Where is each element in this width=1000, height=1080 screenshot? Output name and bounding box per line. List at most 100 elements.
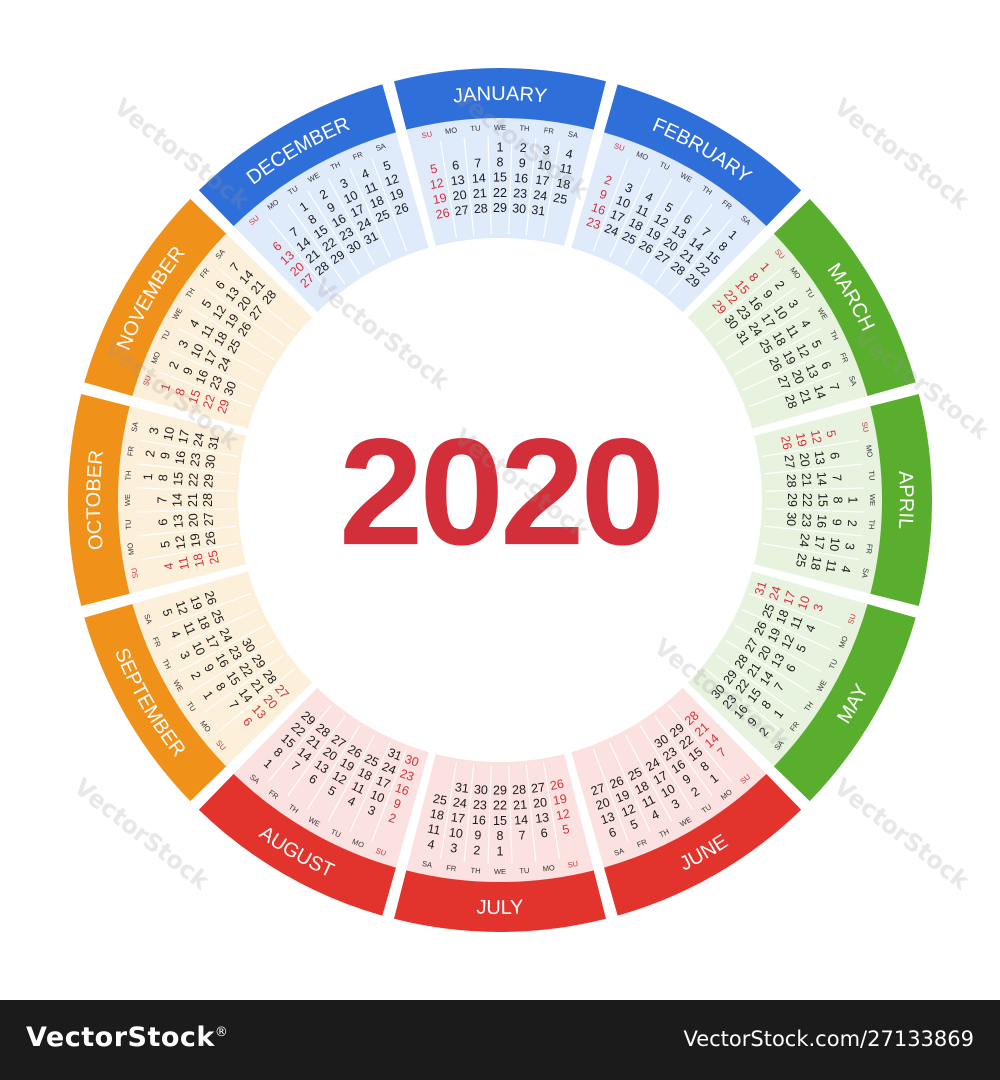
day-number: 20 bbox=[789, 368, 807, 386]
day-number: 6 bbox=[451, 158, 460, 173]
month-band bbox=[394, 68, 606, 130]
weekday-label: SU bbox=[141, 374, 153, 387]
day-number: 10 bbox=[342, 188, 361, 207]
day-number: 28 bbox=[312, 259, 332, 279]
month-title: APRIL bbox=[894, 470, 917, 530]
day-number: 29 bbox=[493, 783, 507, 797]
day-number: 14 bbox=[171, 493, 185, 507]
month-september: SEPTEMBER SUMOTUWETHFRSA12345678910111213… bbox=[84, 571, 313, 802]
weekday-label: FR bbox=[864, 543, 874, 555]
year-title: 2020 bbox=[339, 407, 661, 577]
footer-bar: VectorStock® VectorStock.com/27133869 bbox=[0, 1000, 1000, 1080]
day-number: 24 bbox=[216, 626, 235, 645]
day-number: 14 bbox=[514, 813, 529, 828]
month-october: OCTOBERSUMOTUWETHFRSA1234567891011121314… bbox=[68, 394, 247, 606]
weekday-label: TU bbox=[160, 329, 172, 342]
day-number: 11 bbox=[640, 792, 658, 810]
day-number: 30 bbox=[784, 512, 799, 527]
day-number: 16 bbox=[329, 211, 348, 230]
day-number: 26 bbox=[345, 742, 364, 761]
day-number: 9 bbox=[830, 518, 844, 526]
weekday-label: SA bbox=[613, 846, 625, 858]
day-number: 29 bbox=[201, 473, 216, 488]
day-number: 12 bbox=[173, 534, 189, 550]
day-number: 19 bbox=[432, 191, 448, 207]
month-title: OCTOBER bbox=[83, 449, 108, 551]
day-number: 1 bbox=[497, 140, 504, 154]
day-number: 16 bbox=[193, 368, 211, 386]
day-number: 15 bbox=[686, 745, 706, 765]
day-number: 3 bbox=[366, 803, 378, 819]
day-number: 25 bbox=[206, 549, 222, 565]
day-number: 25 bbox=[552, 191, 568, 207]
day-number: 6 bbox=[827, 451, 842, 460]
day-number: 24 bbox=[355, 215, 374, 234]
day-number: 12 bbox=[619, 801, 637, 819]
day-number: 2 bbox=[845, 519, 859, 527]
grid-line bbox=[190, 639, 275, 693]
day-number: 31 bbox=[454, 780, 470, 796]
day-number: 24 bbox=[380, 759, 398, 777]
day-number: 31 bbox=[362, 229, 381, 248]
grid-line bbox=[542, 762, 561, 860]
grid-line bbox=[705, 668, 782, 732]
day-number: 24 bbox=[533, 188, 549, 204]
day-number: 1 bbox=[141, 473, 155, 481]
weekday-label: SU bbox=[860, 421, 871, 433]
day-number: 30 bbox=[203, 454, 219, 470]
day-number: 21 bbox=[472, 186, 487, 201]
grid-line bbox=[734, 624, 822, 673]
day-number: 19 bbox=[644, 225, 663, 244]
day-number: 13 bbox=[812, 450, 828, 466]
day-number: 17 bbox=[534, 173, 550, 189]
weekday-label: MO bbox=[125, 542, 136, 555]
day-number: 27 bbox=[201, 512, 216, 527]
day-number: 6 bbox=[607, 825, 618, 841]
day-number: 22 bbox=[493, 186, 507, 200]
weekday-label: SA bbox=[374, 141, 386, 153]
grid-line bbox=[609, 168, 651, 258]
day-number: 15 bbox=[171, 471, 186, 486]
grid-line bbox=[203, 654, 285, 713]
grid-line bbox=[137, 525, 236, 537]
month-band bbox=[84, 604, 227, 802]
day-number: 7 bbox=[518, 828, 526, 842]
grid-line bbox=[136, 487, 235, 492]
day-number: 23 bbox=[472, 798, 487, 813]
day-number: 20 bbox=[532, 795, 548, 811]
day-number: 23 bbox=[660, 744, 679, 763]
day-number: 18 bbox=[773, 608, 791, 626]
day-number: 26 bbox=[435, 206, 451, 222]
day-number: 12 bbox=[793, 342, 812, 361]
grid-line bbox=[624, 734, 673, 822]
day-number: 11 bbox=[558, 161, 574, 177]
day-number: 27 bbox=[742, 636, 761, 655]
day-number: 16 bbox=[669, 757, 688, 776]
day-number: 8 bbox=[497, 155, 504, 169]
day-number: 4 bbox=[803, 622, 819, 634]
weekday-label: TU bbox=[329, 827, 342, 839]
day-number: 26 bbox=[549, 777, 565, 793]
day-number: 21 bbox=[303, 247, 323, 267]
day-number: 17 bbox=[176, 429, 192, 445]
day-number: 25 bbox=[208, 608, 226, 626]
footer-url[interactable]: VectorStock.com/27133869 bbox=[683, 1027, 974, 1051]
day-number: 18 bbox=[211, 329, 230, 348]
weekday-label: FR bbox=[446, 863, 458, 873]
day-number: 25 bbox=[374, 207, 392, 225]
day-number: 19 bbox=[780, 348, 799, 367]
day-number: 24 bbox=[452, 795, 468, 811]
month-band bbox=[773, 198, 916, 396]
day-number: 18 bbox=[368, 193, 386, 211]
day-number: 27 bbox=[775, 374, 793, 392]
day-number: 12 bbox=[555, 806, 571, 822]
grid-line bbox=[439, 140, 458, 238]
grid-line bbox=[158, 371, 252, 408]
grid-line bbox=[487, 765, 492, 864]
day-number: 9 bbox=[158, 451, 173, 460]
day-number: 21 bbox=[186, 493, 200, 507]
month-band bbox=[198, 84, 396, 227]
day-number: 18 bbox=[808, 555, 824, 571]
